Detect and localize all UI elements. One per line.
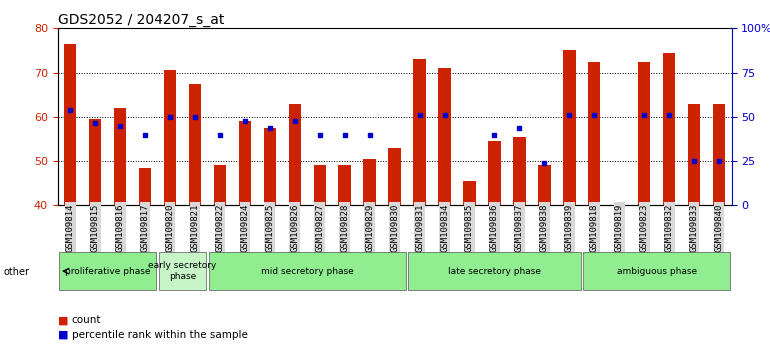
Bar [513, 137, 526, 205]
Text: GSM109821: GSM109821 [190, 203, 199, 252]
Text: GSM109815: GSM109815 [91, 203, 99, 252]
Text: GSM109814: GSM109814 [65, 203, 75, 252]
Bar [438, 68, 450, 205]
Text: GDS2052 / 204207_s_at: GDS2052 / 204207_s_at [58, 13, 224, 27]
Bar [313, 166, 326, 205]
Bar [289, 104, 301, 205]
Text: GSM109830: GSM109830 [390, 203, 399, 252]
Bar [464, 181, 476, 205]
Text: GSM109835: GSM109835 [465, 203, 474, 252]
Bar [89, 119, 102, 205]
Bar [114, 108, 126, 205]
Text: GSM109838: GSM109838 [540, 203, 549, 252]
Bar [59, 252, 156, 290]
Text: ■: ■ [58, 330, 69, 339]
Text: GSM109837: GSM109837 [515, 203, 524, 252]
Text: GSM109820: GSM109820 [166, 203, 175, 252]
Bar [139, 168, 152, 205]
Bar [239, 121, 251, 205]
Text: GSM109827: GSM109827 [315, 203, 324, 252]
Bar [209, 252, 406, 290]
Text: GSM109828: GSM109828 [340, 203, 350, 252]
Text: GSM109834: GSM109834 [440, 203, 449, 252]
Bar [613, 205, 625, 294]
Text: ambiguous phase: ambiguous phase [617, 267, 697, 276]
Bar [688, 104, 700, 205]
Text: GSM109819: GSM109819 [614, 203, 624, 252]
Text: GSM109824: GSM109824 [240, 203, 249, 252]
Bar [488, 141, 500, 205]
Text: ■: ■ [58, 315, 69, 325]
Text: GSM109836: GSM109836 [490, 203, 499, 252]
Bar [164, 70, 176, 205]
Text: GSM109823: GSM109823 [640, 203, 648, 252]
Text: GSM109818: GSM109818 [590, 203, 599, 252]
Bar [214, 166, 226, 205]
Bar [64, 44, 76, 205]
Bar [388, 148, 401, 205]
Bar [713, 104, 725, 205]
Text: GSM109817: GSM109817 [141, 203, 149, 252]
Text: mid secretory phase: mid secretory phase [261, 267, 353, 276]
Bar [563, 51, 575, 205]
Bar [413, 59, 426, 205]
Text: GSM109831: GSM109831 [415, 203, 424, 252]
Text: GSM109825: GSM109825 [266, 203, 274, 252]
Bar [588, 62, 601, 205]
Text: GSM109833: GSM109833 [690, 203, 698, 252]
Bar [638, 62, 651, 205]
Text: GSM109826: GSM109826 [290, 203, 300, 252]
Bar [663, 53, 675, 205]
Text: GSM109822: GSM109822 [216, 203, 224, 252]
Text: proliferative phase: proliferative phase [65, 267, 150, 276]
Bar [583, 252, 730, 290]
Text: early secretory
phase: early secretory phase [149, 262, 216, 281]
Text: GSM109839: GSM109839 [565, 203, 574, 252]
Text: GSM109840: GSM109840 [715, 203, 724, 252]
Text: other: other [4, 267, 30, 277]
Bar [538, 166, 551, 205]
Bar [363, 159, 376, 205]
Text: GSM109832: GSM109832 [665, 203, 674, 252]
Text: late secretory phase: late secretory phase [448, 267, 541, 276]
Bar [159, 252, 206, 290]
Text: GSM109829: GSM109829 [365, 203, 374, 252]
Bar [263, 128, 276, 205]
Bar [189, 84, 201, 205]
Text: percentile rank within the sample: percentile rank within the sample [72, 330, 247, 339]
Text: GSM109816: GSM109816 [116, 203, 125, 252]
Text: count: count [72, 315, 101, 325]
Bar [339, 166, 351, 205]
Bar [408, 252, 581, 290]
